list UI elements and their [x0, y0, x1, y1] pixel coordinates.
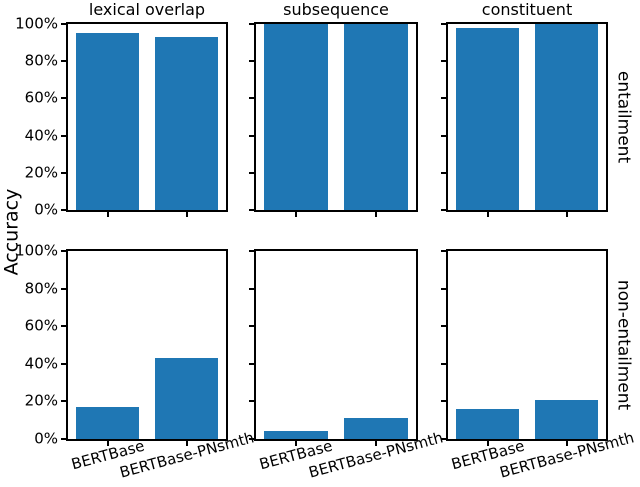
subplot-entailment-subsequence	[249, 22, 418, 217]
y-tick	[61, 325, 66, 328]
column-title-lexical-overlap: lexical overlap	[88, 0, 206, 19]
y-tick	[249, 400, 254, 403]
y-tick	[61, 362, 66, 365]
y-tick	[441, 134, 446, 137]
y-tick	[61, 287, 66, 290]
bar-bertbase-pnsmth	[344, 24, 408, 210]
column-title-constituent: constituent	[481, 0, 573, 19]
y-tick-label: 60%	[24, 316, 58, 335]
x-tick	[486, 212, 489, 217]
bar-bertbase-pnsmth	[344, 418, 408, 439]
y-tick-label: 80%	[24, 279, 58, 298]
y-tick	[61, 60, 66, 63]
y-tick	[441, 23, 446, 25]
x-tick	[106, 441, 109, 446]
subplot-entailment-lexical-overlap: 0% 20% 40% 60% 80% 100%	[15, 16, 228, 217]
y-tick	[441, 97, 446, 100]
y-tick	[249, 60, 254, 63]
y-tick-label: 40%	[24, 126, 58, 145]
bar-bertbase	[264, 431, 328, 439]
x-tick	[106, 212, 109, 217]
x-tick	[185, 212, 188, 217]
column-title-subsequence: subsequence	[283, 0, 389, 19]
subplot-non-entailment-lexical-overlap: 0% 20% 40% 60% 80% 100% BERTBase BERTBase-PNsmt…	[15, 243, 255, 482]
bar-bertbase-pnsmth	[534, 399, 599, 439]
y-tick	[249, 250, 254, 252]
y-tick	[249, 171, 254, 174]
subplot-non-entailment-constituent: BERTBase BERTBase-PNsmth	[441, 249, 635, 482]
x-tick	[565, 441, 568, 446]
y-tick	[441, 287, 446, 290]
bar-bertbase-pnsmth	[534, 24, 599, 210]
y-tick-label: 0%	[34, 429, 58, 448]
y-tick	[61, 171, 66, 174]
x-tick	[295, 212, 297, 217]
bar-bertbase	[264, 24, 328, 210]
subplot-non-entailment-subsequence: BERTBase BERTBase-PNsmth	[249, 249, 445, 482]
x-tick	[375, 441, 377, 446]
y-tick	[249, 287, 254, 290]
y-tick	[249, 209, 254, 211]
y-tick	[249, 134, 254, 137]
y-tick	[441, 362, 446, 365]
y-tick-label: 20%	[24, 163, 58, 182]
y-tick-label: 40%	[24, 354, 58, 373]
y-tick-label: 20%	[24, 391, 58, 410]
y-axis-label-accuracy: Accuracy	[0, 188, 23, 276]
y-tick	[61, 97, 66, 100]
bar-bertbase	[75, 407, 140, 439]
y-tick	[61, 438, 66, 440]
bar-bertbase	[75, 33, 140, 210]
y-tick-label: 60%	[24, 88, 58, 107]
y-tick	[441, 250, 446, 252]
y-tick-label: 100%	[15, 14, 58, 33]
y-tick-label: 80%	[24, 51, 58, 70]
y-tick	[249, 23, 254, 25]
bar-bertbase	[455, 408, 520, 439]
row-label-entailment: entailment	[613, 70, 634, 164]
bar-bertbase-pnsmth	[154, 358, 219, 439]
x-tick	[486, 441, 489, 446]
y-tick	[441, 400, 446, 403]
y-tick	[249, 438, 254, 440]
y-tick	[61, 400, 66, 403]
y-tick	[249, 325, 254, 328]
y-tick	[441, 209, 446, 211]
y-tick-label: 100%	[15, 241, 58, 260]
x-tick	[375, 212, 377, 217]
y-tick-label: 0%	[34, 200, 58, 219]
x-tick	[295, 441, 297, 446]
y-tick	[441, 60, 446, 63]
y-tick	[249, 97, 254, 100]
y-tick	[249, 362, 254, 365]
subplot-entailment-constituent	[441, 22, 608, 217]
y-tick	[441, 171, 446, 174]
x-tick	[565, 212, 568, 217]
y-tick	[61, 134, 66, 137]
bar-bertbase	[455, 27, 520, 210]
y-tick	[61, 250, 66, 252]
x-tick	[185, 441, 188, 446]
row-label-non-entailment: non-entailment	[613, 279, 634, 411]
y-tick	[61, 23, 66, 25]
y-tick	[61, 209, 66, 211]
bar-bertbase-pnsmth	[154, 37, 219, 210]
y-tick	[441, 325, 446, 328]
y-tick	[441, 438, 446, 440]
